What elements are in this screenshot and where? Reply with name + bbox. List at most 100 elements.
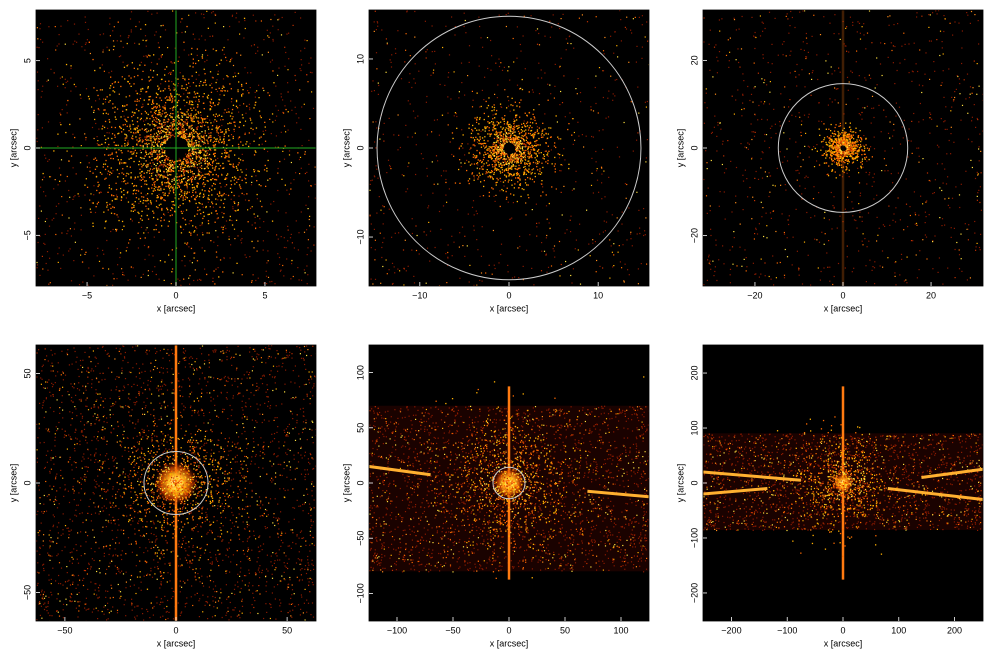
pixel	[513, 118, 515, 120]
pixel	[151, 172, 153, 175]
pixel	[124, 143, 126, 145]
pixel	[250, 72, 252, 74]
pixel	[624, 263, 626, 265]
pixel	[147, 247, 149, 249]
pixel	[494, 124, 496, 126]
pixel	[117, 216, 119, 218]
pixel	[501, 171, 504, 174]
pixel	[231, 191, 233, 193]
pixel	[67, 99, 69, 102]
pixel	[116, 248, 118, 250]
pixel	[183, 99, 185, 101]
pixel	[144, 110, 146, 113]
pixel	[514, 145, 516, 147]
pixel	[164, 139, 166, 141]
pixel	[133, 206, 135, 208]
pixel	[181, 134, 183, 136]
pixel	[554, 156, 556, 159]
pixel	[287, 82, 289, 84]
pixel	[157, 155, 159, 158]
pixel	[468, 45, 471, 47]
pixel	[171, 101, 173, 103]
pixel	[259, 115, 261, 117]
pixel	[504, 179, 506, 182]
pixel	[557, 153, 559, 155]
pixel	[194, 114, 196, 116]
pixel	[571, 134, 573, 136]
pixel	[382, 205, 384, 207]
pixel	[167, 72, 170, 75]
pixel	[191, 119, 193, 121]
pixel	[538, 137, 540, 140]
pixel	[200, 13, 203, 15]
pixel	[508, 175, 510, 177]
pixel	[490, 171, 492, 174]
pixel	[169, 159, 172, 162]
pixel	[604, 230, 606, 232]
pixel	[115, 194, 118, 196]
pixel	[211, 161, 214, 163]
pixel	[232, 76, 234, 78]
pixel	[437, 160, 439, 162]
pixel	[200, 80, 202, 83]
pixel	[178, 185, 181, 187]
pixel	[500, 132, 502, 134]
pixel	[373, 30, 375, 32]
pixel	[149, 95, 152, 98]
pixel	[646, 21, 648, 23]
pixel	[575, 88, 577, 90]
pixel	[502, 152, 504, 154]
pixel	[222, 162, 224, 165]
pixel	[458, 246, 460, 248]
pixel	[214, 140, 216, 142]
pixel	[127, 37, 129, 39]
pixel	[492, 118, 494, 120]
pixel	[596, 168, 598, 170]
pixel	[157, 196, 159, 198]
pixel	[505, 135, 508, 138]
pixel	[114, 111, 116, 113]
pixel	[124, 118, 126, 120]
pixel	[188, 152, 190, 154]
pixel	[645, 161, 647, 163]
pixel	[479, 159, 482, 161]
pixel	[150, 138, 152, 140]
pixel	[110, 85, 112, 87]
pixel	[68, 250, 70, 252]
pixel	[219, 94, 221, 96]
pixel	[201, 126, 203, 128]
pixel	[213, 270, 215, 272]
pixel	[167, 180, 170, 182]
pixel	[198, 170, 201, 173]
pixel	[453, 241, 455, 243]
pixel	[260, 136, 262, 138]
pixel	[229, 60, 231, 63]
pixel	[201, 247, 203, 249]
pixel	[541, 162, 543, 164]
pixel	[509, 129, 512, 131]
pixel	[73, 260, 75, 262]
pixel	[148, 80, 150, 82]
pixel	[196, 133, 199, 135]
pixel	[147, 203, 150, 205]
pixel	[148, 143, 150, 145]
pixel	[507, 138, 509, 141]
pixel	[205, 206, 207, 209]
pixel	[853, 267, 855, 269]
pixel	[176, 32, 178, 34]
pixel	[400, 78, 403, 80]
pixel	[158, 58, 160, 60]
pixel	[180, 124, 182, 127]
pixel	[493, 151, 495, 153]
pixel	[155, 165, 157, 167]
pixel	[288, 154, 291, 156]
pixel	[140, 215, 143, 217]
pixel	[489, 149, 492, 152]
pixel	[512, 164, 514, 166]
pixel	[138, 212, 140, 215]
pixel	[637, 86, 639, 88]
pixel	[238, 184, 241, 186]
pixel	[45, 262, 47, 265]
pixel	[57, 253, 59, 255]
pixel	[172, 191, 174, 193]
